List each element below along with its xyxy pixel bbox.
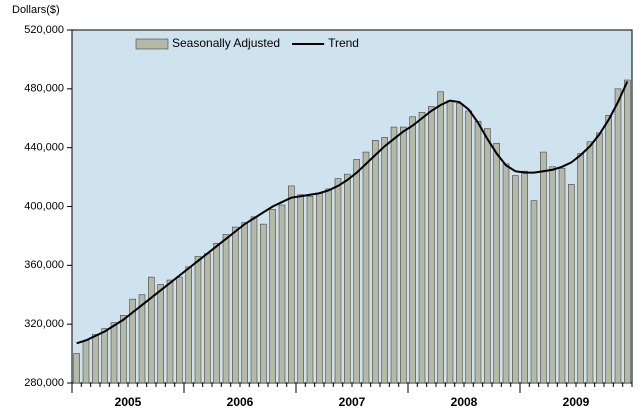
x-group-label: 2006 <box>227 395 254 409</box>
y-tick-label: 400,000 <box>24 200 64 212</box>
trend-line <box>76 81 629 345</box>
bar <box>278 204 286 384</box>
bar <box>362 151 370 384</box>
bar <box>605 115 612 384</box>
plot-area <box>71 29 633 384</box>
bar <box>120 315 127 384</box>
bar <box>138 294 146 384</box>
y-tick-label: 480,000 <box>24 83 64 95</box>
bar <box>558 167 566 384</box>
bar <box>521 170 528 384</box>
bar <box>316 192 323 384</box>
bar <box>232 226 239 384</box>
bar <box>418 112 426 384</box>
bar <box>204 253 211 384</box>
legend-swatch <box>135 38 169 50</box>
bar <box>437 91 444 384</box>
bar <box>474 120 482 384</box>
y-tick-label: 440,000 <box>24 142 64 154</box>
bar <box>334 178 342 384</box>
bar <box>157 284 164 384</box>
y-tick-label: 280,000 <box>24 377 64 389</box>
bar <box>241 222 248 384</box>
bar <box>101 328 108 384</box>
bar <box>110 322 118 384</box>
bar <box>381 137 388 384</box>
bar <box>344 173 351 384</box>
y-axis-title: Dollars($) <box>12 4 60 16</box>
bar <box>446 100 454 384</box>
bar <box>194 256 202 384</box>
y-tick-label: 360,000 <box>24 259 64 271</box>
legend-label: Seasonally Adjusted <box>172 36 280 50</box>
bar <box>250 216 258 384</box>
legend-label: Trend <box>328 36 359 50</box>
bar <box>400 126 407 384</box>
bar <box>269 209 276 384</box>
bar <box>512 175 519 384</box>
bar <box>260 223 267 384</box>
bar <box>549 166 556 384</box>
x-group-label: 2008 <box>451 395 478 409</box>
bar <box>297 194 304 384</box>
bar <box>428 106 435 384</box>
bar <box>614 88 622 384</box>
bar <box>465 110 472 384</box>
bar <box>148 276 155 384</box>
bar <box>176 276 183 384</box>
bar <box>129 298 136 384</box>
bar <box>456 103 463 384</box>
bar <box>530 200 538 384</box>
bar <box>568 184 575 384</box>
bar <box>577 153 584 384</box>
bar <box>484 128 491 384</box>
bar <box>213 242 220 384</box>
bar <box>390 126 398 384</box>
bar <box>372 140 379 384</box>
x-group-label: 2007 <box>339 395 366 409</box>
bar <box>306 195 314 384</box>
bar <box>596 132 603 384</box>
bar <box>409 116 416 384</box>
bar <box>288 185 295 384</box>
bar <box>493 142 500 384</box>
y-tick-label: 320,000 <box>24 318 64 330</box>
bar <box>166 279 174 384</box>
bar <box>624 79 631 384</box>
x-group-label: 2009 <box>563 395 590 409</box>
bar <box>540 151 547 384</box>
y-tick-label: 520,000 <box>24 24 64 36</box>
bar <box>73 353 80 384</box>
bar <box>92 334 99 384</box>
bar <box>185 266 192 384</box>
x-group-label: 2005 <box>115 395 142 409</box>
bar <box>325 188 332 384</box>
bar <box>502 163 510 384</box>
bar <box>586 141 594 384</box>
bar <box>222 234 230 384</box>
bar <box>353 159 360 384</box>
bar <box>82 340 90 384</box>
